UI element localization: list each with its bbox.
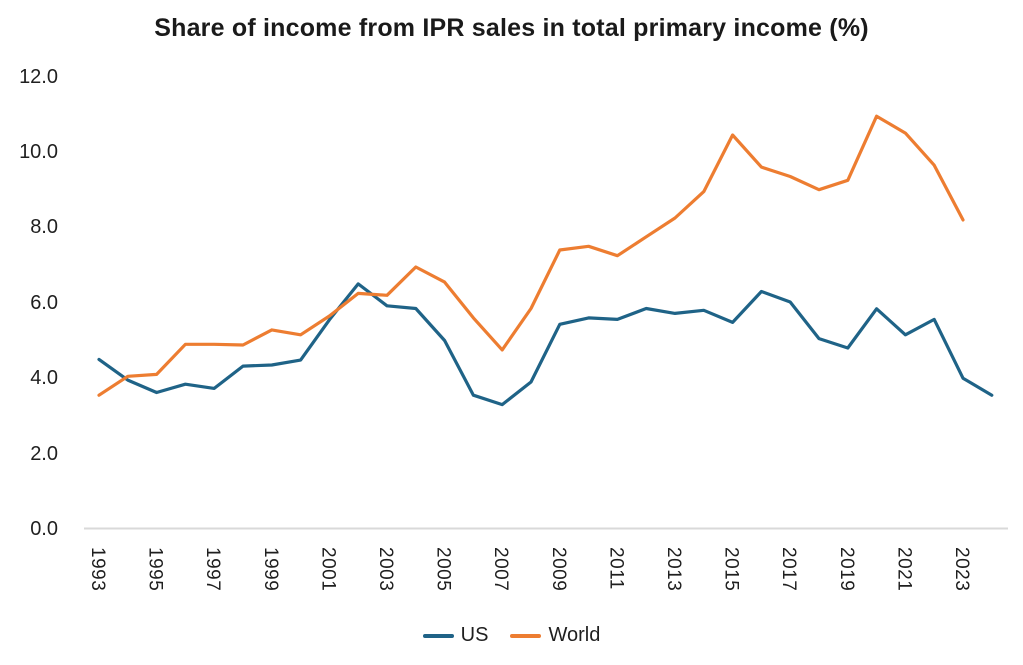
y-axis-label: 4.0 [30,367,58,390]
y-axis-label: 2.0 [30,442,58,465]
x-axis-label: 1999 [259,547,281,592]
x-axis-label: 1997 [202,547,224,592]
x-axis-label: 2005 [432,547,454,592]
chart-title: Share of income from IPR sales in total … [154,14,869,42]
x-axis-label: 2019 [835,547,857,592]
x-axis-label: 2007 [490,547,512,592]
y-axis-label: 8.0 [30,216,58,239]
legend-label-world: World [548,624,601,646]
y-axis-label: 0.0 [30,518,58,540]
y-axis-label: 10.0 [19,141,58,163]
us-line-swatch [422,633,454,638]
x-axis-label: 1993 [87,547,108,592]
world-line-swatch [510,633,542,638]
series-line-us [97,282,994,407]
x-axis-label: 2015 [720,547,742,592]
series-line-world [97,114,965,397]
x-axis-label: 2011 [605,547,627,590]
x-axis-label: 2021 [893,547,915,592]
x-axis-label: 2001 [317,547,339,592]
x-axis-label: 2023 [951,547,972,592]
x-axis-label: 1995 [144,547,166,592]
legend-item-world: World [510,624,600,647]
x-axis-label: 2003 [375,547,396,592]
legend: US World [0,624,1023,647]
x-axis-label: 2017 [778,547,800,592]
legend-label-us: US [460,624,489,646]
x-axis-label: 2013 [663,547,684,592]
y-axis-label: 6.0 [30,291,58,314]
y-axis-label: 12.0 [19,65,58,88]
legend-item-us: US [422,624,489,647]
x-axis-label: 2009 [547,547,569,592]
